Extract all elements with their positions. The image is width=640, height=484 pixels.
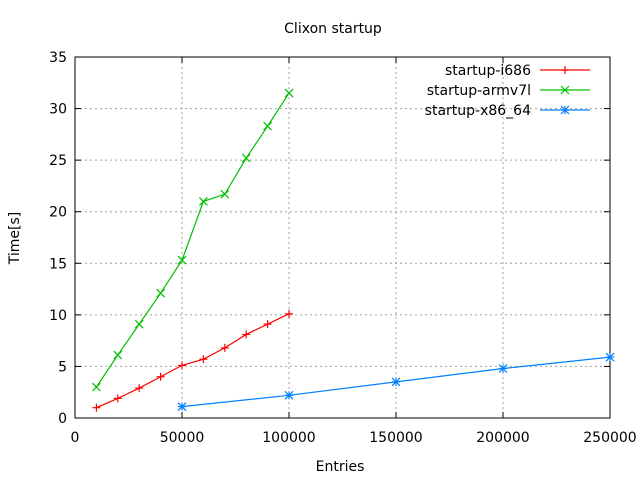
series-line — [95, 92, 290, 388]
data-point — [263, 121, 273, 131]
data-point — [177, 255, 187, 265]
marker-stroke — [177, 402, 187, 412]
marker-stroke — [241, 153, 251, 163]
series-startup-armv7l — [91, 88, 294, 392]
data-point — [178, 361, 186, 370]
data-point — [92, 403, 101, 412]
data-point — [177, 402, 187, 412]
y-tick-label: 30 — [49, 102, 67, 118]
data-point — [560, 105, 570, 115]
data-point — [220, 343, 229, 352]
legend: startup-i686 startup-armv7l startup-x86_64 — [425, 63, 590, 119]
series-line — [96, 313, 290, 409]
x-tick-label: 50000 — [160, 430, 205, 446]
y-axis-label: Time[s] — [7, 212, 23, 265]
y-tick-label: 10 — [49, 308, 67, 324]
marker-stroke — [284, 88, 294, 98]
data-point — [605, 352, 615, 362]
data-point — [91, 382, 101, 392]
marker-stroke — [134, 319, 144, 329]
data-point — [263, 320, 272, 329]
marker-stroke — [560, 105, 570, 115]
data-point — [560, 85, 570, 95]
marker-stroke — [605, 352, 615, 362]
data-point — [156, 372, 165, 381]
chart-title: Clixon startup — [284, 21, 382, 37]
data-point — [199, 355, 208, 364]
y-tick-label: 25 — [49, 153, 67, 169]
y-tick-label: 15 — [49, 256, 67, 272]
data-point — [284, 390, 294, 400]
data-point — [498, 364, 508, 373]
marker-stroke — [177, 255, 187, 265]
x-tick-label: 0 — [71, 430, 80, 446]
legend-label: startup-armv7l — [427, 83, 531, 99]
marker-stroke — [113, 350, 123, 360]
data-point — [391, 377, 401, 387]
ticks: 0 50000 100000 150000 200000 250000 0 5 10 15 20 25… — [49, 50, 637, 446]
data-point — [113, 350, 123, 360]
marker-stroke — [263, 121, 273, 131]
series-group — [91, 88, 615, 412]
data-point — [284, 88, 294, 98]
y-tick-label: 5 — [58, 359, 67, 375]
data-point — [242, 330, 251, 339]
legend-label: startup-i686 — [445, 63, 531, 79]
data-point — [198, 196, 208, 206]
data-point — [241, 153, 251, 163]
marker-stroke — [220, 189, 230, 199]
data-point — [135, 384, 144, 393]
y-tick-label: 0 — [58, 411, 67, 427]
x-tick-label: 100000 — [262, 430, 315, 446]
marker-stroke — [156, 288, 166, 298]
marker-stroke — [498, 364, 508, 373]
data-point — [113, 394, 122, 403]
plot-border — [74, 56, 611, 419]
y-tick-label: 20 — [49, 205, 67, 221]
x-tick-label: 200000 — [476, 430, 529, 446]
legend-label: startup-x86_64 — [425, 103, 531, 119]
data-point — [156, 288, 166, 298]
series-startup-i686 — [92, 309, 293, 412]
data-point — [134, 319, 144, 329]
marker-stroke — [198, 196, 208, 206]
marker-stroke — [284, 390, 294, 400]
x-axis-label: Entries — [316, 459, 365, 475]
data-point — [561, 66, 569, 74]
marker-stroke — [391, 377, 401, 387]
data-point — [285, 309, 293, 318]
y-tick-label: 35 — [49, 50, 67, 66]
x-tick-label: 250000 — [583, 430, 636, 446]
data-point — [220, 189, 230, 199]
series-startup-x86_64 — [177, 352, 615, 412]
x-tick-label: 150000 — [369, 430, 422, 446]
marker-stroke — [91, 382, 101, 392]
marker-stroke — [560, 85, 570, 95]
